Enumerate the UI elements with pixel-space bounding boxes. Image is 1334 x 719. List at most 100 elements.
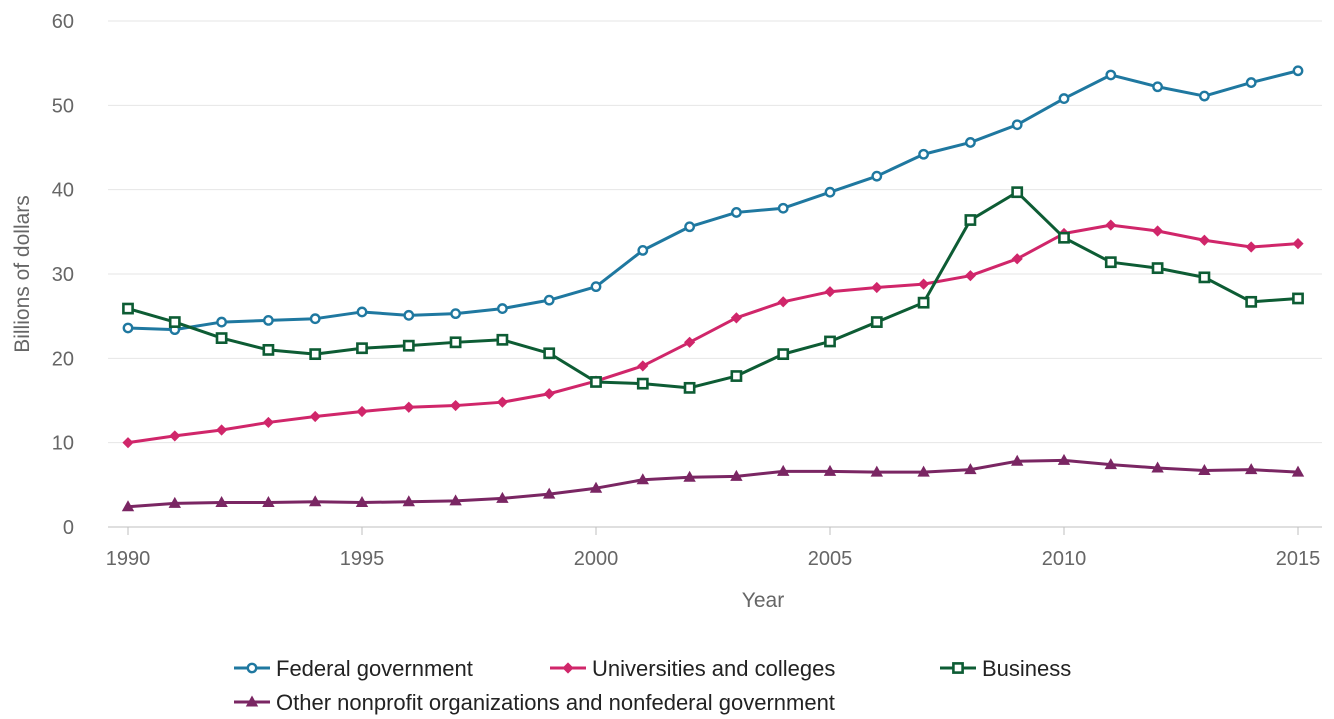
axes: 0 10 20 30 40 50 60 1990 1995 2000 2005 2010 2015 Yea…	[11, 11, 1322, 612]
data-point	[870, 316, 883, 328]
data-point	[684, 336, 696, 348]
series-other-nonprofit-organizations-and-nonfederal-government	[121, 453, 1305, 512]
series-universities-and-colleges	[122, 219, 1304, 449]
data-point	[777, 296, 789, 308]
data-point	[168, 316, 181, 328]
data-point	[918, 278, 930, 290]
series-federal-government	[122, 65, 1304, 336]
legend-item-business: Business	[940, 656, 1071, 681]
series-line	[127, 69, 1299, 332]
data-point	[168, 496, 181, 508]
data-point	[450, 308, 461, 320]
data-point	[402, 339, 415, 352]
data-point	[1198, 463, 1211, 475]
series-business	[122, 186, 1304, 394]
data-point	[403, 309, 415, 321]
data-point	[683, 381, 696, 394]
data-point	[1011, 454, 1024, 466]
data-point	[449, 494, 462, 506]
legend: Federal government Universities and colle…	[234, 656, 1071, 715]
data-point	[917, 296, 930, 309]
data-point	[543, 294, 555, 306]
x-tick-label: 2005	[808, 548, 853, 570]
data-point	[964, 270, 976, 282]
y-tick-label: 40	[52, 180, 74, 202]
data-point	[1151, 461, 1164, 473]
data-point	[964, 214, 977, 226]
data-point	[543, 388, 555, 400]
y-tick-label: 0	[63, 517, 74, 539]
data-point	[777, 348, 790, 361]
data-point	[169, 430, 181, 442]
data-point	[777, 202, 789, 214]
data-point	[590, 281, 602, 293]
data-point	[637, 244, 649, 256]
data-point	[1104, 458, 1117, 470]
legend-item-universities-and-colleges: Universities and colleges	[550, 656, 835, 681]
data-point	[1057, 453, 1071, 465]
data-point	[1011, 186, 1024, 199]
data-point	[216, 424, 228, 436]
y-tick-label: 60	[52, 11, 74, 33]
data-point	[636, 473, 649, 485]
data-point	[449, 336, 462, 349]
data-point	[402, 495, 415, 507]
data-point	[1292, 65, 1304, 77]
data-point	[871, 281, 883, 294]
data-point	[262, 343, 275, 356]
legend-item-federal-government: Federal government	[234, 656, 473, 681]
data-point	[1011, 253, 1023, 265]
y-axis-title: Billions of dollars	[11, 195, 34, 353]
data-point	[121, 500, 135, 512]
data-point	[637, 360, 649, 372]
data-point	[355, 496, 369, 508]
data-point	[1152, 81, 1164, 93]
data-point	[918, 148, 929, 160]
data-point	[1245, 463, 1258, 475]
data-point	[215, 496, 228, 508]
y-tick-label: 30	[52, 264, 74, 286]
x-axis-title: Year	[742, 589, 784, 612]
data-point	[871, 170, 883, 182]
data-point	[215, 332, 228, 344]
data-point	[262, 416, 274, 429]
data-point	[309, 495, 322, 507]
x-tick-label: 1995	[340, 548, 385, 570]
data-point	[122, 322, 134, 334]
data-point	[824, 286, 836, 298]
data-point	[589, 481, 603, 493]
data-point	[262, 496, 275, 508]
data-point	[823, 464, 837, 476]
data-point	[496, 333, 509, 346]
data-point	[684, 221, 695, 233]
data-point	[1058, 231, 1070, 244]
data-point	[1104, 256, 1117, 269]
data-point	[122, 302, 134, 315]
x-tick-label: 2015	[1276, 548, 1321, 570]
data-point	[216, 316, 228, 328]
data-point	[1245, 241, 1257, 253]
y-tick-label: 20	[52, 348, 74, 370]
data-point	[122, 437, 134, 449]
data-point	[636, 377, 649, 390]
data-point	[1292, 292, 1304, 305]
data-point	[730, 469, 743, 481]
data-point	[356, 306, 368, 318]
legend-swatch-marker	[245, 695, 259, 707]
data-point	[683, 470, 696, 482]
data-point	[824, 335, 836, 348]
data-point	[1245, 295, 1258, 308]
y-tick-label: 50	[52, 95, 74, 117]
data-point	[1199, 90, 1210, 102]
data-point	[870, 465, 883, 477]
data-point	[964, 463, 977, 475]
x-tick-label: 2000	[574, 548, 619, 570]
data-point	[543, 487, 556, 499]
data-point	[1198, 234, 1210, 246]
x-tick-label: 1990	[106, 548, 151, 570]
legend-swatch-marker	[952, 662, 964, 674]
data-point	[777, 464, 790, 476]
series-line	[127, 190, 1299, 390]
data-point	[1105, 69, 1117, 81]
